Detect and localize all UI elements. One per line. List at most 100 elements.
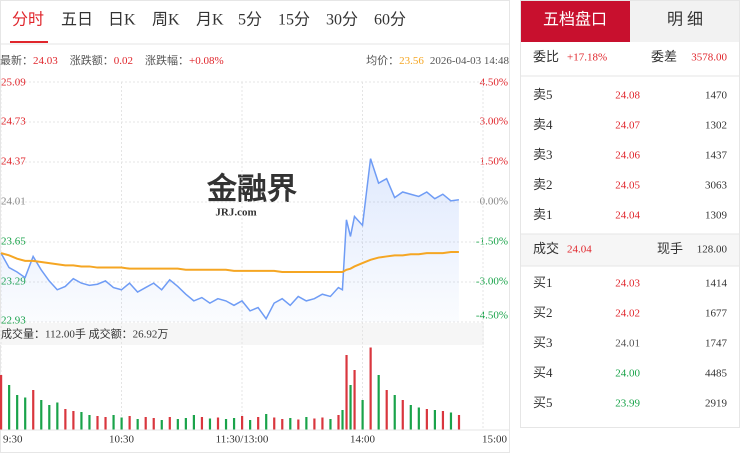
volume-bar bbox=[337, 415, 340, 430]
level-volume: 2919 bbox=[705, 398, 728, 410]
level-price: 24.08 bbox=[615, 90, 640, 102]
volume-bar bbox=[265, 414, 268, 430]
volume-bar bbox=[305, 417, 308, 430]
y-tick-label: 24.37 bbox=[1, 156, 26, 168]
quote-right: 均价：23.56 2026-04-03 14:48 bbox=[366, 54, 509, 67]
volume-bar bbox=[393, 395, 396, 430]
level-volume: 1437 bbox=[705, 150, 728, 162]
period-tab[interactable]: 15分 bbox=[278, 11, 310, 29]
x-tick-label: 15:00 bbox=[482, 434, 508, 446]
y2-tick-label: 0.00% bbox=[480, 196, 508, 208]
quote-value: +0.08% bbox=[189, 55, 224, 67]
x-tick-label: 14:00 bbox=[350, 434, 376, 446]
deal-price: 24.04 bbox=[567, 244, 592, 256]
level-volume: 4485 bbox=[705, 368, 728, 380]
avg-value: 23.56 bbox=[399, 55, 424, 67]
volume-bar bbox=[64, 409, 67, 430]
period-tab[interactable]: 周K bbox=[152, 12, 180, 29]
volume-bar bbox=[281, 419, 284, 430]
level-volume: 3063 bbox=[705, 180, 728, 192]
watermark-sub: JRJ.com bbox=[215, 207, 256, 219]
volume-bar bbox=[0, 375, 3, 430]
price-area bbox=[1, 158, 459, 322]
volume-bar bbox=[385, 390, 388, 430]
period-tab[interactable]: 分时 bbox=[12, 11, 44, 29]
quote-label: 涨跌额： bbox=[70, 53, 114, 67]
volume-bar bbox=[401, 400, 404, 430]
level-label: 卖4 bbox=[533, 117, 553, 132]
level-label: 卖1 bbox=[533, 207, 553, 222]
volume-bar bbox=[377, 375, 380, 430]
period-tab[interactable]: 日K bbox=[108, 12, 136, 29]
volume-bar bbox=[208, 418, 212, 430]
period-tab[interactable]: 5分 bbox=[238, 11, 262, 29]
volume-bar bbox=[249, 420, 252, 430]
level-label: 买3 bbox=[533, 335, 553, 350]
period-tab[interactable]: 月K bbox=[196, 12, 224, 29]
y-tick-label: 25.09 bbox=[1, 77, 26, 89]
volume-bar bbox=[297, 419, 300, 430]
volume-bar bbox=[441, 411, 445, 430]
y2-tick-label: -1.50% bbox=[476, 236, 508, 248]
volume-bar bbox=[24, 397, 27, 430]
volume-bar bbox=[32, 390, 35, 430]
volume-bar bbox=[224, 419, 228, 430]
level-price: 24.04 bbox=[615, 210, 640, 222]
deal-row-bg bbox=[521, 234, 739, 266]
volume-bar bbox=[409, 405, 412, 430]
volume-bar bbox=[136, 419, 139, 430]
x-tick-label: 11:30/13:00 bbox=[216, 434, 269, 446]
level-price: 24.05 bbox=[615, 180, 640, 192]
volume-bar bbox=[56, 402, 59, 430]
level-label: 卖5 bbox=[533, 87, 553, 102]
price-line bbox=[0, 158, 460, 321]
ratio-label: 委比 bbox=[533, 49, 559, 64]
diff-label: 委差 bbox=[651, 49, 677, 64]
volume-bar bbox=[329, 419, 332, 430]
volume-bar bbox=[80, 412, 83, 430]
volume-bar bbox=[40, 400, 43, 430]
quote-row: 最新：24.03 涨跌额：0.02 涨跌幅：+0.08% bbox=[0, 53, 224, 67]
volume-bar bbox=[257, 417, 260, 430]
watermark: 金融界 bbox=[206, 172, 297, 206]
volume-bar bbox=[289, 418, 292, 430]
y2-tick-label: -3.00% bbox=[476, 276, 508, 288]
volume-bar bbox=[160, 420, 163, 430]
level-price: 24.00 bbox=[615, 368, 640, 380]
diff-value: 3578.00 bbox=[691, 52, 727, 64]
volume-bar bbox=[88, 415, 91, 430]
order-tab[interactable]: 明 细 bbox=[667, 11, 703, 29]
level-price: 24.06 bbox=[615, 150, 640, 162]
level-volume: 1677 bbox=[705, 308, 728, 320]
y2-tick-label: -4.50% bbox=[476, 310, 508, 322]
period-tab[interactable]: 60分 bbox=[374, 11, 406, 29]
period-tab[interactable]: 30分 bbox=[326, 11, 358, 29]
level-label: 买5 bbox=[533, 395, 553, 410]
level-price: 24.07 bbox=[615, 120, 640, 132]
volume-bar bbox=[353, 370, 356, 430]
volume-bar bbox=[273, 417, 276, 430]
quote-label: 涨跌幅： bbox=[145, 53, 189, 67]
x-tick-label: 10:30 bbox=[109, 434, 135, 446]
ratio-value: +17.18% bbox=[567, 52, 607, 64]
volume-bar bbox=[449, 412, 453, 430]
level-price: 24.01 bbox=[615, 338, 640, 350]
order-tab[interactable]: 五档盘口 bbox=[543, 10, 607, 29]
level-price: 24.02 bbox=[615, 308, 640, 320]
y-tick-label: 24.73 bbox=[1, 116, 26, 128]
volume-info: 成交量：112.00手 成交额：26.92万 bbox=[1, 327, 168, 341]
volume-bar bbox=[232, 418, 236, 430]
y2-tick-label: 4.50% bbox=[480, 77, 508, 89]
volume-bar bbox=[152, 418, 155, 430]
volume-bar bbox=[349, 385, 352, 430]
tab-bg[interactable] bbox=[630, 1, 739, 42]
y-tick-label: 24.01 bbox=[1, 196, 26, 208]
volume-bar bbox=[16, 395, 19, 430]
level-label: 买4 bbox=[533, 365, 553, 380]
tab-active-bg[interactable] bbox=[521, 1, 630, 42]
period-tab[interactable]: 五日 bbox=[61, 12, 93, 29]
volume-bar bbox=[128, 416, 131, 430]
volume-bar bbox=[72, 411, 75, 430]
